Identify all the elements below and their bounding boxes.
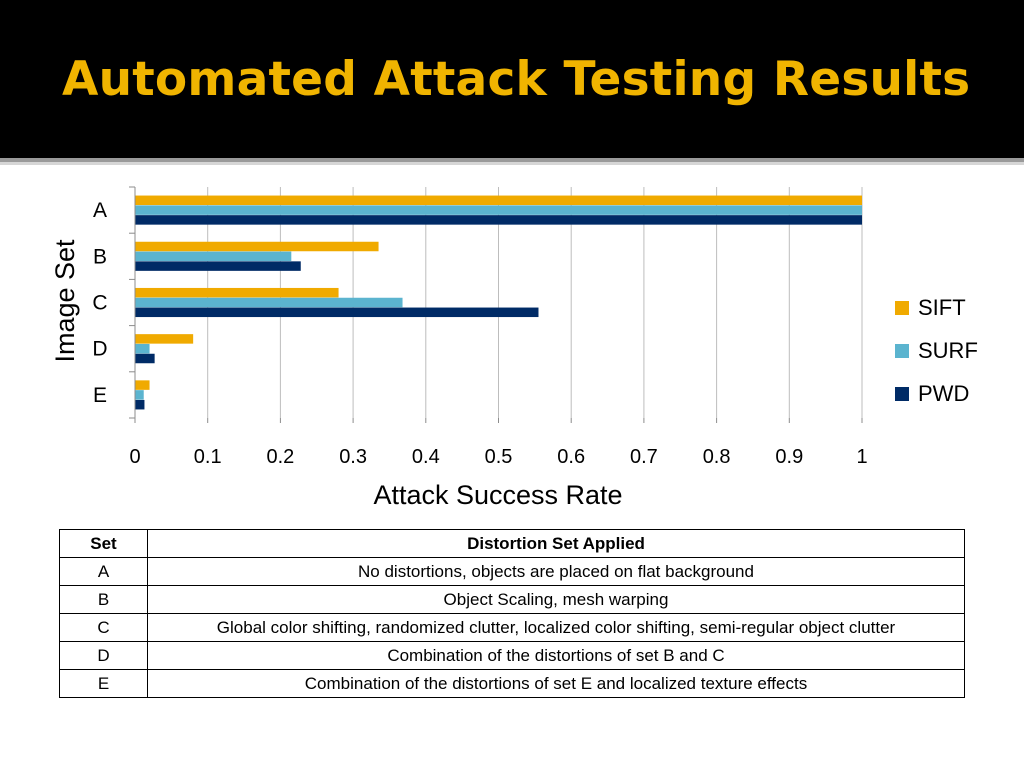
- x-tick-label: 0.8: [703, 446, 731, 468]
- chart-gridlines: [207, 187, 863, 418]
- bar-pwd-e: [135, 399, 145, 410]
- slide-title: Automated Attack Testing Results: [62, 52, 971, 107]
- legend-swatch-pwd: [895, 387, 909, 401]
- cell-distortion: Combination of the distortions of set E …: [147, 669, 965, 698]
- bar-sift-a: [135, 195, 862, 206]
- table-row: B Object Scaling, mesh warping: [59, 585, 965, 614]
- chart-x-tick-labels: 0 0.1 0.2 0.3 0.4 0.5 0.6 0.7 0.8 0.9 1: [129, 446, 867, 468]
- legend-swatch-sift: [895, 301, 909, 315]
- cell-distortion: Global color shifting, randomized clutte…: [147, 613, 965, 642]
- chart-legend: SIFT SURF PWD: [895, 295, 978, 406]
- header-divider-light: [0, 162, 1024, 165]
- legend-swatch-surf: [895, 344, 909, 358]
- x-tick-label: 0.5: [485, 446, 513, 468]
- table-row: D Combination of the distortions of set …: [59, 641, 965, 670]
- bar-surf-b: [135, 251, 292, 262]
- bar-pwd-b: [135, 261, 301, 271]
- x-tick-label: 0.9: [775, 446, 803, 468]
- bar-pwd-c: [135, 307, 539, 318]
- cell-distortion: No distortions, objects are placed on fl…: [147, 557, 965, 586]
- category-label: D: [92, 338, 107, 361]
- cell-set: A: [59, 557, 148, 586]
- x-tick-label: 0.4: [412, 446, 440, 468]
- chart-axes: [129, 186, 863, 423]
- cell-distortion: Object Scaling, mesh warping: [147, 585, 965, 614]
- cell-set: B: [59, 585, 148, 614]
- bar-surf-e: [135, 390, 144, 400]
- x-tick-label: 0: [129, 446, 140, 468]
- header-set: Set: [59, 529, 148, 558]
- bar-sift-d: [135, 334, 194, 344]
- table-row: E Combination of the distortions of set …: [59, 669, 965, 698]
- table-row: A No distortions, objects are placed on …: [59, 557, 965, 586]
- bar-pwd-d: [135, 353, 155, 364]
- legend-label-sift: SIFT: [918, 295, 966, 320]
- x-tick-label: 0.1: [194, 446, 222, 468]
- x-tick-label: 0.3: [339, 446, 367, 468]
- cell-distortion: Combination of the distortions of set B …: [147, 641, 965, 670]
- chart-bars: [135, 195, 862, 410]
- legend-label-surf: SURF: [918, 338, 978, 363]
- x-tick-label: 0.7: [630, 446, 658, 468]
- distortion-table: Set Distortion Set Applied A No distorti…: [59, 529, 965, 698]
- bar-sift-b: [135, 241, 379, 252]
- bar-pwd-a: [135, 215, 862, 225]
- bar-sift-c: [135, 287, 339, 298]
- category-label: A: [93, 199, 107, 222]
- legend-label-pwd: PWD: [918, 381, 969, 406]
- cell-set: E: [59, 669, 148, 698]
- table-header-row: Set Distortion Set Applied: [59, 529, 965, 558]
- cell-set: D: [59, 641, 148, 670]
- chart-category-labels: AB CDE: [92, 199, 107, 407]
- bar-surf-a: [135, 205, 862, 215]
- x-tick-label: 0.6: [557, 446, 585, 468]
- table-row: C Global color shifting, randomized clut…: [59, 613, 965, 642]
- cell-set: C: [59, 613, 148, 642]
- category-label: C: [92, 292, 107, 315]
- x-axis-title: Attack Success Rate: [373, 480, 622, 510]
- category-label: E: [93, 384, 107, 407]
- y-axis-title: Image Set: [50, 239, 80, 363]
- title-bar: Automated Attack Testing Results: [0, 0, 1024, 158]
- bar-surf-d: [135, 343, 150, 354]
- bar-sift-e: [135, 380, 150, 390]
- header-divider: [0, 158, 1024, 162]
- x-tick-label: 1: [856, 446, 867, 468]
- category-label: B: [93, 245, 107, 268]
- bar-chart: 0 0.1 0.2 0.3 0.4 0.5 0.6 0.7 0.8 0.9 1 AB CDE Atta…: [50, 186, 978, 510]
- x-tick-label: 0.2: [266, 446, 294, 468]
- header-distortion: Distortion Set Applied: [147, 529, 965, 558]
- bar-surf-c: [135, 297, 403, 308]
